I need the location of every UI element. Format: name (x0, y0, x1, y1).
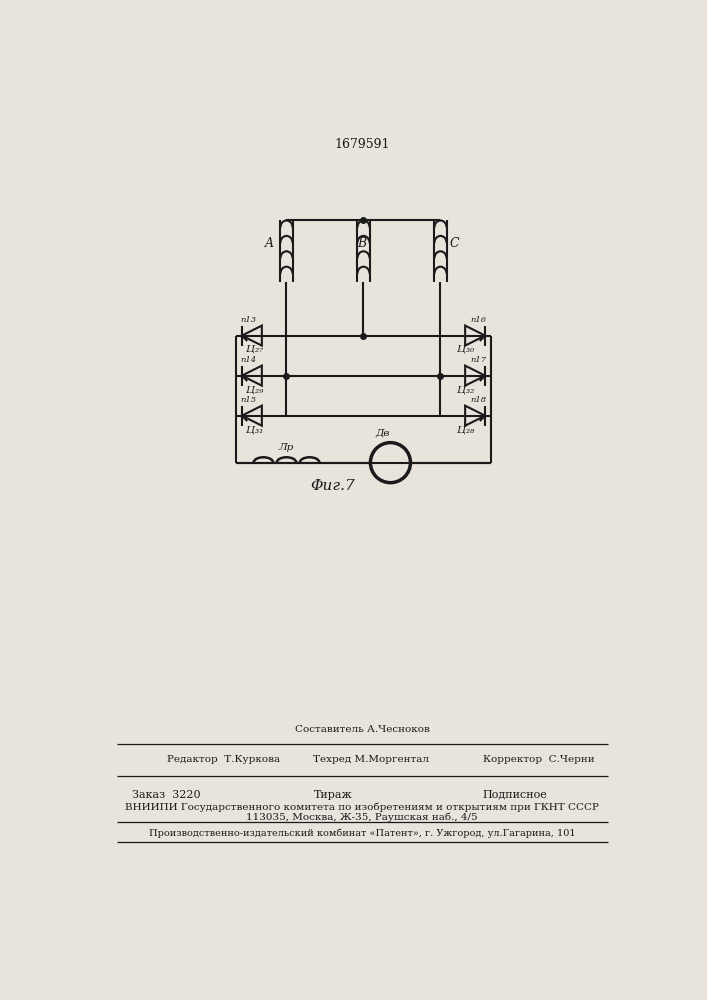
Text: Подписное: Подписное (483, 790, 548, 800)
Text: Заказ  3220: Заказ 3220 (132, 790, 201, 800)
Text: ВНИИПИ Государственного комитета по изобретениям и открытиям при ГКНТ СССР: ВНИИПИ Государственного комитета по изоб… (125, 802, 599, 812)
Text: C: C (450, 237, 459, 250)
Text: п16: п16 (470, 316, 486, 324)
Text: Составитель А.Чесноков: Составитель А.Чесноков (295, 725, 429, 734)
Text: Ц₂₉: Ц₂₉ (246, 385, 263, 394)
Text: п14: п14 (240, 356, 257, 364)
Text: Ц₃₁: Ц₃₁ (246, 425, 263, 434)
Text: 113035, Москва, Ж-35, Раушская наб., 4/5: 113035, Москва, Ж-35, Раушская наб., 4/5 (246, 812, 478, 822)
Text: A: A (265, 237, 274, 250)
Text: Φиг.7: Φиг.7 (310, 479, 355, 493)
Text: п18: п18 (470, 396, 486, 404)
Text: Производственно-издательский комбинат «Патент», г. Ужгород, ул.Гагарина, 101: Производственно-издательский комбинат «П… (148, 828, 575, 838)
Text: Ц₃₂: Ц₃₂ (457, 385, 474, 394)
Text: Дв: Дв (375, 429, 390, 438)
Text: Лр: Лр (279, 443, 294, 452)
Text: п15: п15 (240, 396, 257, 404)
Text: Ц₂₈: Ц₂₈ (457, 425, 474, 434)
Text: Тираж: Тираж (313, 790, 352, 800)
Text: 1679591: 1679591 (334, 138, 390, 151)
Text: Корректор  С.Черни: Корректор С.Черни (483, 755, 595, 764)
Text: Ц₃₀: Ц₃₀ (457, 345, 474, 354)
Text: п17: п17 (470, 356, 486, 364)
Text: Техред М.Моргентал: Техред М.Моргентал (313, 755, 429, 764)
Text: Ц₂₇: Ц₂₇ (246, 345, 263, 354)
Text: Редактор  Т.Куркова: Редактор Т.Куркова (167, 755, 280, 764)
Text: B: B (358, 237, 366, 250)
Text: п13: п13 (240, 316, 257, 324)
